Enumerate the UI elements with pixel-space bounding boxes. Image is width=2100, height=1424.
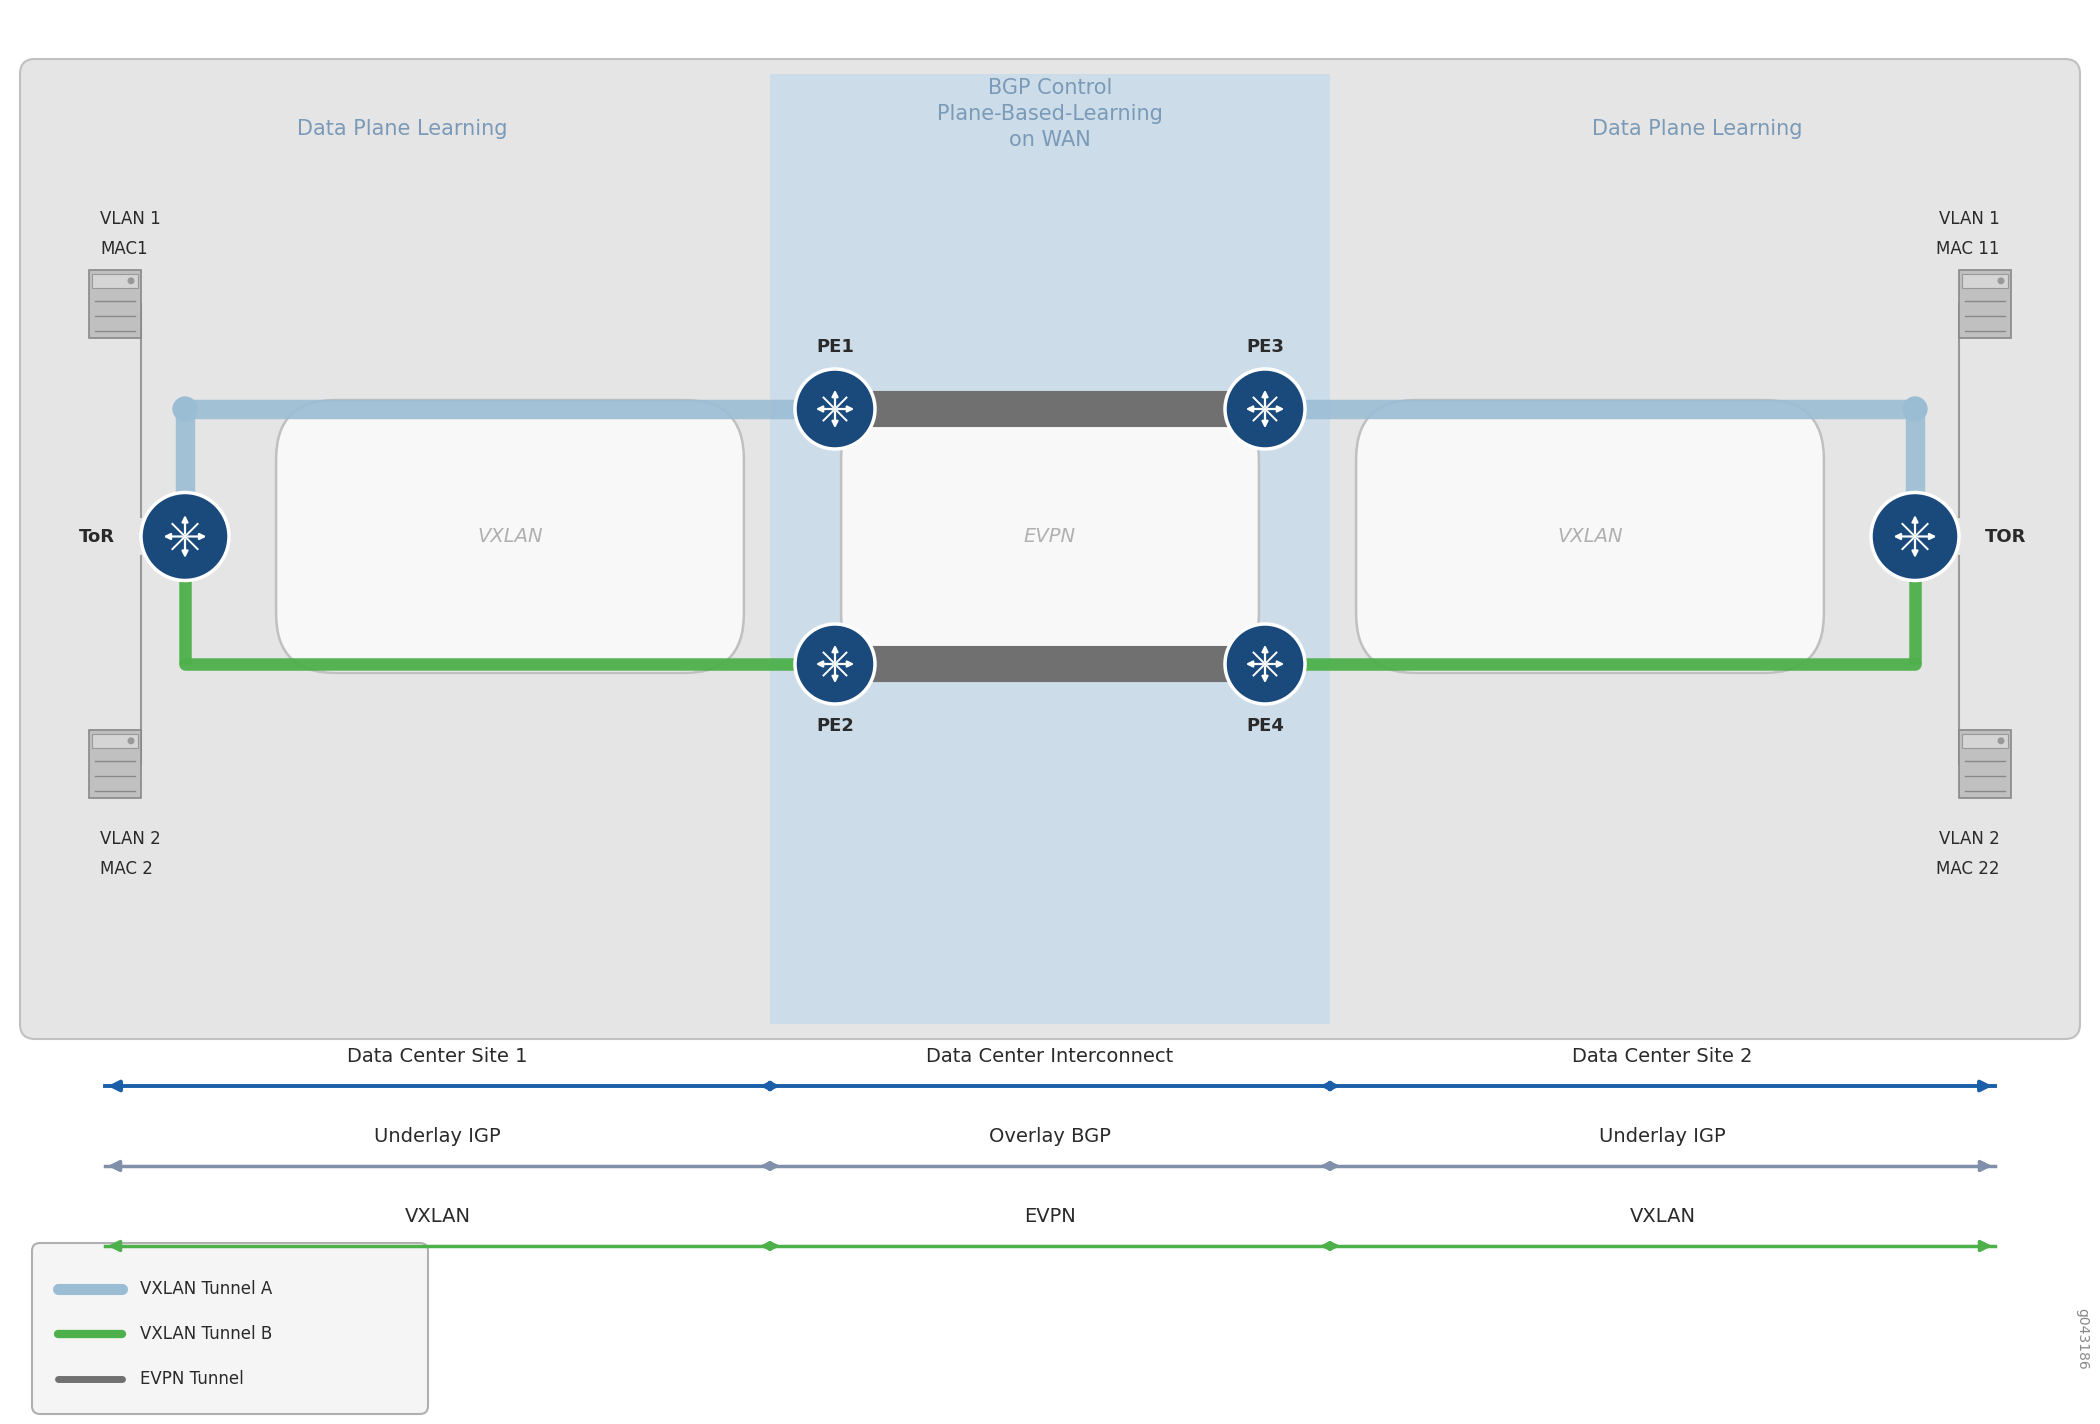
Circle shape	[1997, 278, 2006, 285]
Circle shape	[1224, 369, 1304, 449]
Text: g043186: g043186	[2075, 1309, 2090, 1370]
FancyBboxPatch shape	[32, 1243, 428, 1414]
Text: VXLAN: VXLAN	[1630, 1208, 1695, 1226]
Circle shape	[1903, 396, 1928, 422]
Circle shape	[796, 624, 876, 703]
Text: PE4: PE4	[1245, 718, 1283, 735]
Text: VLAN 2: VLAN 2	[1938, 830, 1999, 849]
Text: VXLAN: VXLAN	[405, 1208, 470, 1226]
Text: VXLAN: VXLAN	[477, 527, 542, 545]
Circle shape	[128, 738, 134, 745]
Text: VXLAN Tunnel B: VXLAN Tunnel B	[141, 1324, 273, 1343]
Text: Data Center Site 1: Data Center Site 1	[346, 1047, 527, 1067]
Text: MAC 2: MAC 2	[101, 860, 153, 879]
FancyBboxPatch shape	[275, 400, 743, 674]
Text: EVPN: EVPN	[1025, 1208, 1075, 1226]
Circle shape	[141, 493, 229, 581]
FancyBboxPatch shape	[21, 58, 2079, 1040]
Text: Underlay IGP: Underlay IGP	[1600, 1126, 1726, 1146]
Text: PE3: PE3	[1245, 337, 1283, 356]
FancyBboxPatch shape	[1959, 271, 2012, 337]
Circle shape	[1997, 738, 2006, 745]
Text: VLAN 2: VLAN 2	[101, 830, 162, 849]
Text: Overlay BGP: Overlay BGP	[989, 1126, 1111, 1146]
Text: Data Plane Learning: Data Plane Learning	[1592, 120, 1802, 140]
Bar	[92, 733, 139, 748]
Text: VXLAN Tunnel A: VXLAN Tunnel A	[141, 1280, 273, 1299]
Text: Underlay IGP: Underlay IGP	[374, 1126, 500, 1146]
Text: MAC 11: MAC 11	[1936, 241, 1999, 258]
FancyBboxPatch shape	[88, 271, 141, 337]
Text: BGP Control
Plane-Based-Learning
on WAN: BGP Control Plane-Based-Learning on WAN	[937, 77, 1163, 151]
FancyBboxPatch shape	[842, 400, 1258, 674]
FancyBboxPatch shape	[1357, 400, 1825, 674]
FancyBboxPatch shape	[88, 731, 141, 797]
Text: TOR: TOR	[1984, 527, 2026, 545]
Text: VLAN 1: VLAN 1	[1938, 209, 1999, 228]
Circle shape	[1224, 624, 1304, 703]
Text: MAC 22: MAC 22	[1936, 860, 1999, 879]
Bar	[771, 74, 1329, 1024]
Text: VXLAN: VXLAN	[1558, 527, 1623, 545]
Bar	[1961, 733, 2008, 748]
Text: EVPN: EVPN	[1025, 527, 1075, 545]
Bar	[92, 273, 139, 288]
Text: ToR: ToR	[80, 527, 116, 545]
Text: VLAN 1: VLAN 1	[101, 209, 162, 228]
Text: Data Center Interconnect: Data Center Interconnect	[926, 1047, 1174, 1067]
Circle shape	[796, 369, 876, 449]
FancyBboxPatch shape	[1959, 731, 2012, 797]
Text: EVPN Tunnel: EVPN Tunnel	[141, 1370, 244, 1388]
Circle shape	[1871, 493, 1959, 581]
Bar	[1961, 273, 2008, 288]
Circle shape	[128, 278, 134, 285]
Text: MAC1: MAC1	[101, 241, 147, 258]
Text: PE2: PE2	[817, 718, 855, 735]
Text: Data Plane Learning: Data Plane Learning	[298, 120, 508, 140]
Text: Data Center Site 2: Data Center Site 2	[1573, 1047, 1754, 1067]
Circle shape	[172, 396, 197, 422]
Text: PE1: PE1	[817, 337, 855, 356]
